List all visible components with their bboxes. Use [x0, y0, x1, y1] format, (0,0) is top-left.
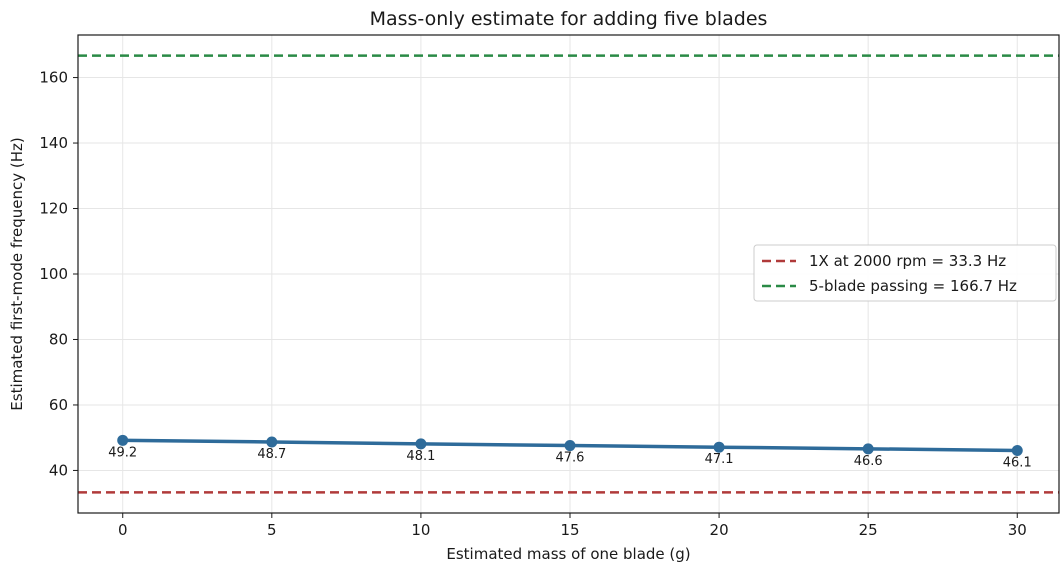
x-tick-label: 25	[859, 521, 878, 539]
legend-box	[753, 244, 1057, 302]
legend-entry-label: 1X at 2000 rpm = 33.3 Hz	[809, 252, 1006, 270]
x-axis-label: Estimated mass of one blade (g)	[446, 545, 690, 563]
legend-entry-label: 5-blade passing = 166.7 Hz	[809, 277, 1017, 295]
data-label: 46.6	[854, 454, 883, 469]
x-tick-label: 30	[1008, 521, 1027, 539]
y-tick-label: 160	[39, 69, 68, 87]
y-axis-label: Estimated first-mode frequency (Hz)	[8, 137, 26, 410]
data-label: 48.1	[406, 449, 435, 464]
x-tick-label: 10	[411, 521, 430, 539]
x-tick-label: 0	[118, 521, 128, 539]
reference-lines	[78, 54, 1059, 494]
data-point	[862, 443, 874, 455]
data-point	[713, 441, 725, 453]
ticks: 0 5 10 15 20 25 30 40 60 80 100 120 140 160	[39, 69, 1026, 539]
series-layer: 49.2 48.7 48.1 47.6 47.1 46.6 46.1	[108, 434, 1032, 470]
x-tick-label: 20	[710, 521, 729, 539]
chart-title: Mass-only estimate for adding five blade…	[370, 8, 768, 30]
data-point	[1011, 444, 1023, 456]
y-tick-label: 140	[39, 134, 68, 152]
y-tick-label: 80	[49, 330, 68, 348]
data-label: 49.2	[108, 445, 137, 460]
data-label: 46.1	[1003, 455, 1032, 470]
y-tick-label: 100	[39, 265, 68, 283]
data-point	[266, 436, 278, 448]
y-tick-label: 120	[39, 200, 68, 218]
y-tick-label: 60	[49, 396, 68, 414]
data-label: 48.7	[257, 447, 286, 462]
x-tick-label: 5	[267, 521, 277, 539]
data-point	[564, 440, 576, 452]
legend: 1X at 2000 rpm = 33.3 Hz 5-blade passing …	[753, 244, 1057, 302]
data-point	[117, 434, 129, 446]
data-label: 47.1	[705, 452, 734, 467]
data-label: 47.6	[556, 451, 585, 466]
y-tick-label: 40	[49, 461, 68, 479]
x-tick-label: 15	[560, 521, 579, 539]
data-point	[415, 438, 427, 450]
